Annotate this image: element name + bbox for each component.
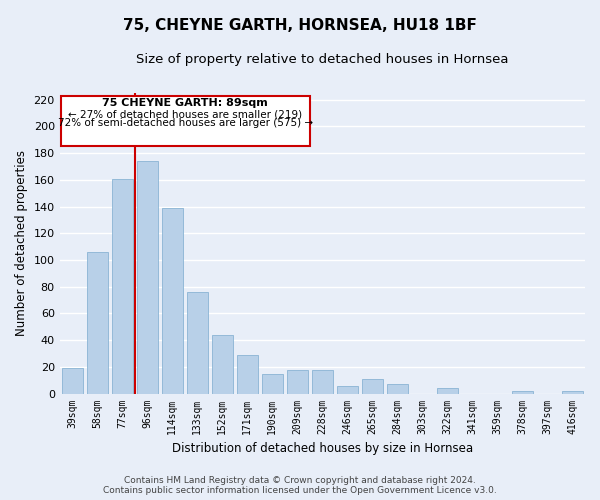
Bar [287, 370, 308, 394]
Bar [562, 391, 583, 394]
Bar [86, 252, 108, 394]
Title: Size of property relative to detached houses in Hornsea: Size of property relative to detached ho… [136, 52, 509, 66]
Bar [212, 335, 233, 394]
Y-axis label: Number of detached properties: Number of detached properties [15, 150, 28, 336]
Bar [236, 355, 258, 394]
Bar [187, 292, 208, 394]
Text: 75 CHEYNE GARTH: 89sqm: 75 CHEYNE GARTH: 89sqm [103, 98, 268, 108]
X-axis label: Distribution of detached houses by size in Hornsea: Distribution of detached houses by size … [172, 442, 473, 455]
Bar [262, 374, 283, 394]
Bar [437, 388, 458, 394]
Bar [337, 386, 358, 394]
FancyBboxPatch shape [61, 96, 310, 146]
Text: Contains HM Land Registry data © Crown copyright and database right 2024.
Contai: Contains HM Land Registry data © Crown c… [103, 476, 497, 495]
Bar [161, 208, 183, 394]
Bar [137, 161, 158, 394]
Bar [112, 178, 133, 394]
Bar [512, 391, 533, 394]
Bar [312, 370, 333, 394]
Text: 75, CHEYNE GARTH, HORNSEA, HU18 1BF: 75, CHEYNE GARTH, HORNSEA, HU18 1BF [123, 18, 477, 32]
Bar [62, 368, 83, 394]
Text: ← 27% of detached houses are smaller (219): ← 27% of detached houses are smaller (21… [68, 109, 302, 119]
Bar [387, 384, 408, 394]
Text: 72% of semi-detached houses are larger (575) →: 72% of semi-detached houses are larger (… [58, 118, 313, 128]
Bar [362, 379, 383, 394]
